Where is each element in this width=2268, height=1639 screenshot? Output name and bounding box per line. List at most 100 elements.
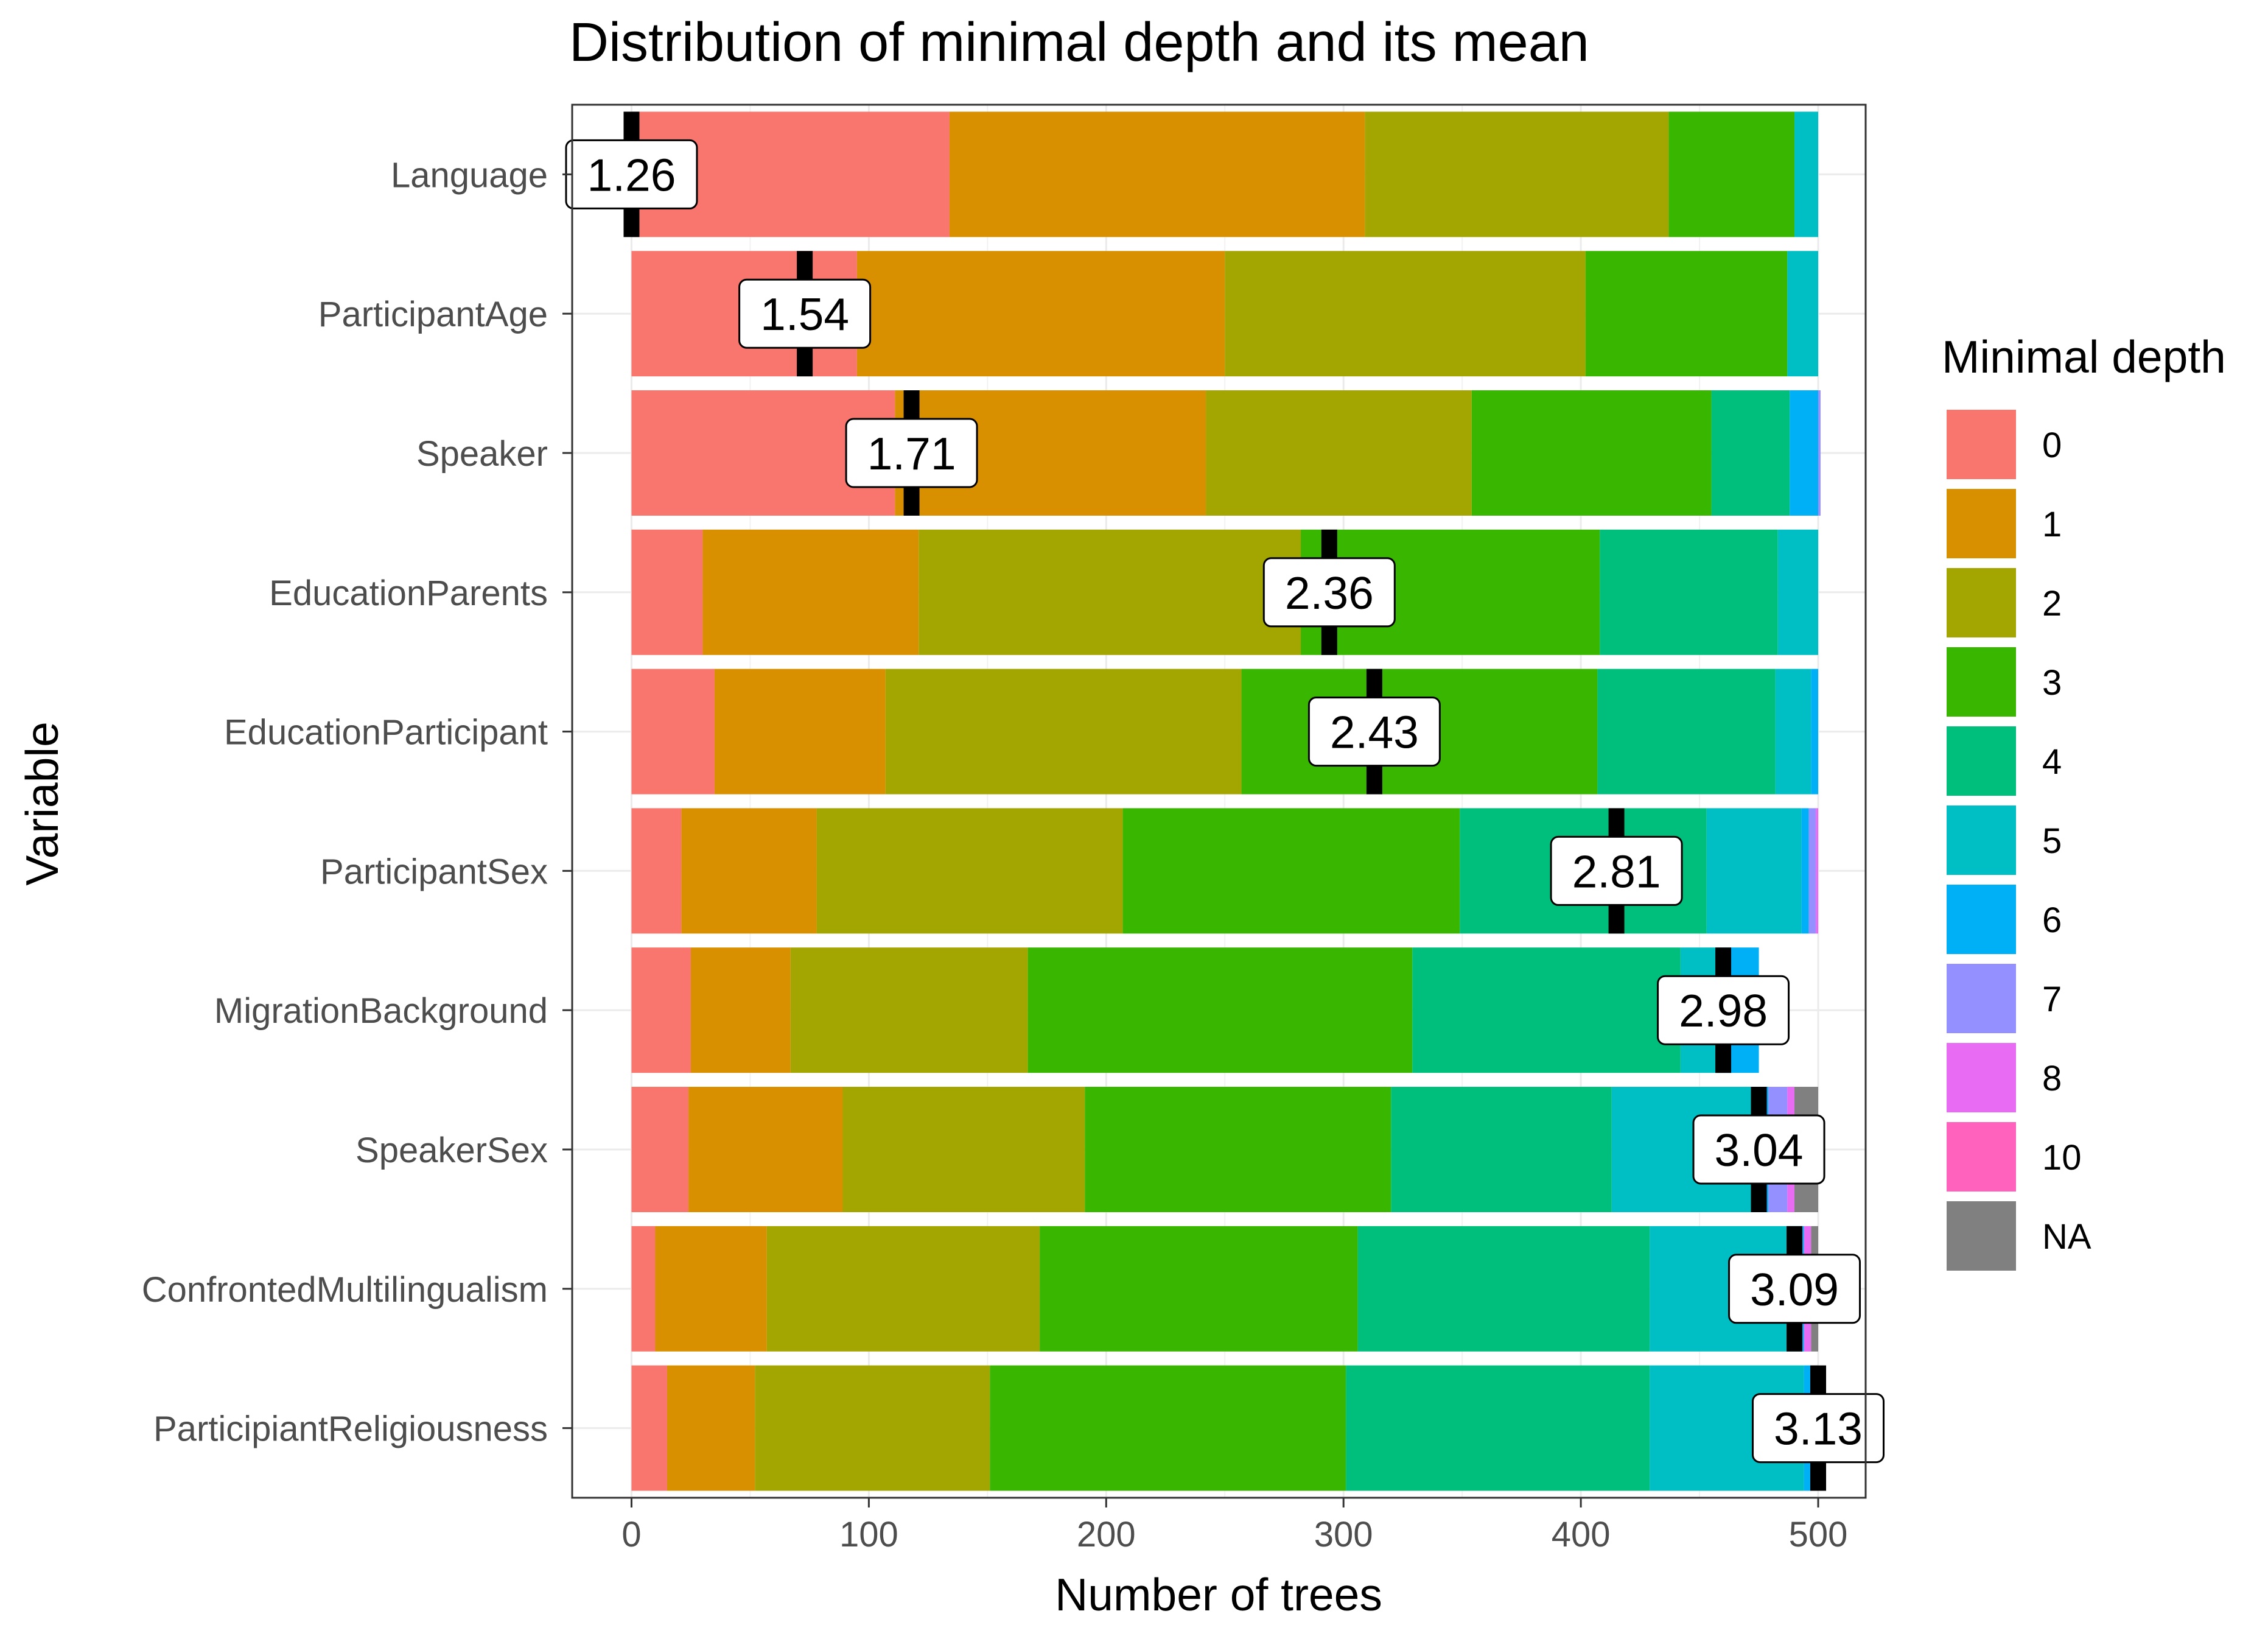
legend-key	[1943, 406, 2020, 483]
chart-title: Distribution of minimal depth and its me…	[569, 12, 1589, 73]
mean-label: 2.43	[1330, 707, 1419, 758]
mean-label: 3.09	[1750, 1264, 1839, 1315]
legend-label: 2	[2042, 584, 2062, 623]
y-tick-label: ConfrontedMultilingualism	[142, 1270, 548, 1310]
y-tick-label: MigrationBackground	[214, 991, 548, 1031]
bar-segment-2	[1225, 251, 1586, 377]
mean-label-box	[1307, 697, 1441, 767]
y-axis-title: Variable	[16, 721, 68, 886]
legend-label: NA	[2042, 1217, 2091, 1257]
legend-label: 6	[2042, 900, 2062, 940]
mean-label-box	[1752, 1393, 1885, 1464]
legend-key	[1943, 960, 2020, 1037]
bar-segment-5	[1706, 808, 1802, 934]
legend-key	[1943, 881, 2020, 958]
bar-segment-5	[1787, 251, 1819, 377]
bar-segment-2	[919, 529, 1301, 655]
bar-segment-2	[1365, 111, 1669, 237]
x-tick-label: 200	[1077, 1515, 1136, 1554]
bar-segment-5	[1775, 669, 1811, 795]
bar-segment-7	[1818, 390, 1821, 516]
legend-key	[1943, 1198, 2020, 1274]
mean-label-box	[738, 278, 872, 349]
legend-label: 5	[2042, 821, 2062, 861]
bar-segment-1	[688, 1087, 843, 1212]
bar-segment-1	[690, 947, 791, 1073]
bar-segment-4	[1391, 1087, 1612, 1212]
y-axis: Language ParticipantAge Speaker EducationPa…	[142, 155, 572, 1449]
bar-segment-1	[702, 529, 919, 655]
mean-label: 3.13	[1774, 1403, 1863, 1455]
legend-label: 4	[2042, 742, 2062, 782]
legend-key	[1943, 802, 2020, 879]
panel-border	[571, 104, 1867, 1499]
mean-label-box	[1550, 835, 1683, 906]
y-tick-label: SpeakerSex	[355, 1131, 548, 1170]
y-tick-label: Language	[391, 155, 548, 195]
y-tick-label: Speaker	[416, 434, 548, 474]
legend-label: 8	[2042, 1059, 2062, 1098]
bar-segment-3	[1040, 1226, 1358, 1352]
bar-segment-3	[1085, 1087, 1391, 1212]
mean-markers: 1.26 1.54 1.71 2.36 2.43 2.81 2.98 3.04 3.09 3.13	[565, 111, 1885, 1491]
legend-label: 3	[2042, 663, 2062, 703]
bar-segment-0	[631, 529, 703, 655]
x-tick-label: 400	[1552, 1515, 1611, 1554]
bar-segment-3	[1668, 111, 1795, 237]
bar-segment-2	[790, 947, 1028, 1073]
x-tick-label: 300	[1314, 1515, 1373, 1554]
legend-key	[1943, 485, 2020, 562]
bar-segment-1	[681, 808, 817, 934]
legend-label: 1	[2042, 505, 2062, 544]
bar-segment-4	[1346, 1365, 1650, 1491]
bar-segment-7	[1808, 808, 1816, 934]
bar-segment-4	[1412, 947, 1681, 1073]
legend-key	[1943, 1118, 2020, 1195]
mean-label: 2.98	[1679, 985, 1768, 1036]
bar-segment-2	[842, 1087, 1085, 1212]
legend-key	[1943, 644, 2020, 720]
bar-segment-1	[714, 669, 886, 795]
bar-segment-6	[1811, 669, 1819, 795]
bar-segment-4	[1357, 1226, 1650, 1352]
bar-segment-5	[1794, 111, 1819, 237]
mean-label: 2.36	[1285, 567, 1374, 619]
bar-segment-6	[1801, 808, 1809, 934]
mean-label: 1.54	[760, 289, 849, 340]
bar-segment-8	[1816, 808, 1819, 934]
bar-segment-3	[1027, 947, 1413, 1073]
bar-segment-0	[631, 669, 715, 795]
bar-segment-3	[1585, 251, 1788, 377]
bar-segment-3	[990, 1365, 1346, 1491]
mean-label: 1.71	[867, 428, 956, 479]
mean-label-box	[1692, 1114, 1825, 1185]
legend-key	[1943, 564, 2020, 641]
bar-segment-1	[655, 1226, 767, 1352]
bar-segment-2	[766, 1226, 1040, 1352]
x-tick-label: 100	[839, 1515, 898, 1554]
mean-label: 3.04	[1715, 1125, 1804, 1176]
bar-segment-2	[1206, 390, 1472, 516]
legend-key	[1943, 723, 2020, 799]
legend-label: 7	[2042, 980, 2062, 1019]
mean-label-box	[1728, 1254, 1861, 1324]
bar-segment-0	[631, 1365, 667, 1491]
legend-key	[1943, 1039, 2020, 1116]
y-tick-label: ParticipiantReligiousness	[153, 1409, 548, 1449]
mean-label-box	[845, 418, 978, 488]
legend-label: 0	[2042, 426, 2062, 465]
bar-segment-0	[631, 947, 691, 1073]
x-axis: 0 100 200 300 400 500	[621, 1498, 1847, 1554]
y-tick-label: EducationParents	[269, 574, 548, 613]
bar-segment-4	[1597, 669, 1776, 795]
bar-segment-0	[631, 808, 682, 934]
bar-segment-6	[1790, 390, 1819, 516]
mean-label-box	[1262, 557, 1396, 628]
bar-segment-4	[1600, 529, 1778, 655]
bar-segment-1	[667, 1365, 755, 1491]
bar-segment-3	[1471, 390, 1712, 516]
mean-label: 1.26	[587, 149, 676, 200]
bar-segment-2	[816, 808, 1123, 934]
